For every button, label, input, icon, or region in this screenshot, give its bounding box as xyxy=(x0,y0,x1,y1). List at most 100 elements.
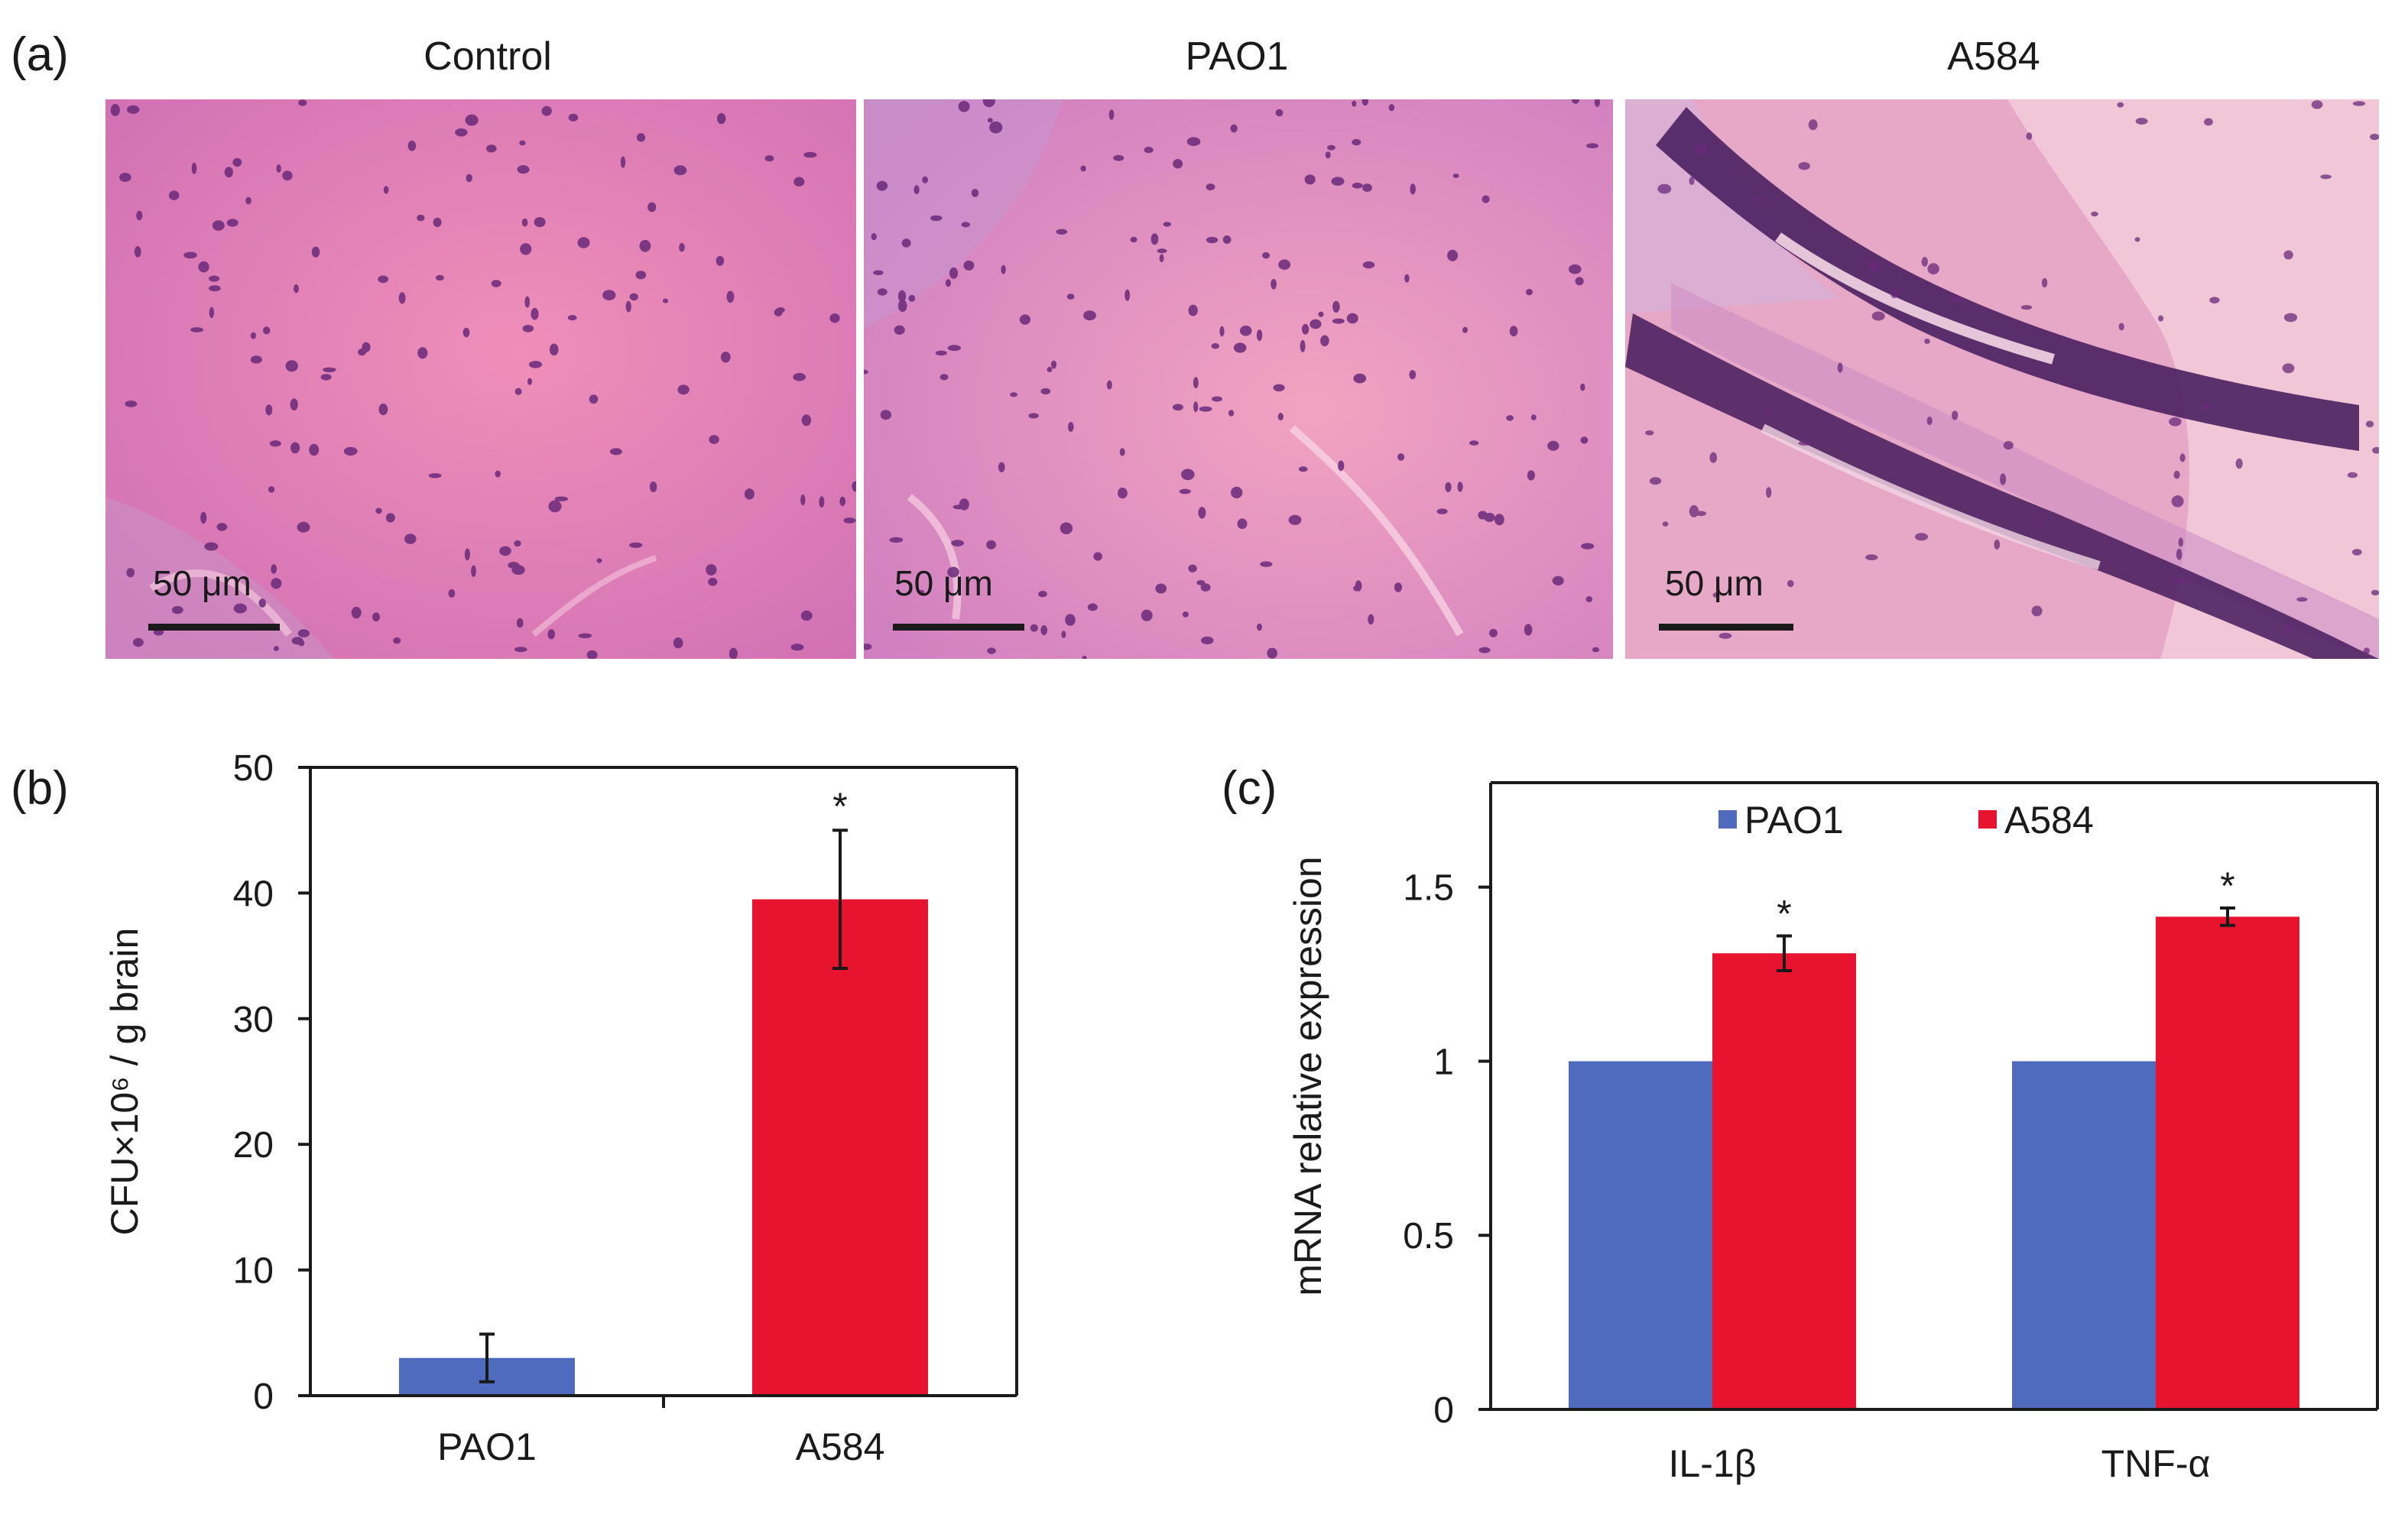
cell-nucleus xyxy=(1530,414,1537,420)
cell-nucleus xyxy=(673,165,687,176)
cell-nucleus xyxy=(609,448,622,456)
cell-nucleus xyxy=(1030,624,1038,632)
cell-nucleus xyxy=(1273,384,1285,392)
cell-nucleus xyxy=(250,355,262,364)
cell-nucleus xyxy=(2037,516,2043,527)
cell-nucleus xyxy=(127,105,140,114)
cell-nucleus xyxy=(126,568,135,578)
cell-nucleus xyxy=(547,629,555,640)
cell-nucleus xyxy=(1080,165,1086,172)
chart-b-ytick-label: 40 xyxy=(233,874,274,914)
cell-nucleus xyxy=(1388,104,1395,112)
cell-nucleus xyxy=(635,271,647,280)
cell-nucleus xyxy=(800,495,806,506)
cell-nucleus xyxy=(1709,452,1718,463)
chart-c-ylabel: mRNA relative expression xyxy=(1287,856,1329,1296)
cell-nucleus xyxy=(1228,410,1235,417)
cell-nucleus xyxy=(258,598,266,608)
chart-b-ylabel: CFU×10⁶ / g brain xyxy=(103,928,146,1236)
cell-nucleus xyxy=(417,347,428,359)
scale-bar-a584 xyxy=(1659,624,1793,631)
cell-nucleus xyxy=(1155,583,1167,594)
cell-nucleus xyxy=(1038,591,1047,598)
cell-nucleus xyxy=(209,306,214,319)
cell-nucleus xyxy=(1327,144,1335,151)
cell-nucleus xyxy=(1186,137,1201,146)
cell-nucleus xyxy=(110,104,120,116)
cell-nucleus xyxy=(1362,261,1375,269)
cell-nucleus xyxy=(290,442,300,454)
cell-nucleus xyxy=(2296,597,2308,602)
cell-nucleus xyxy=(1481,195,1490,203)
cell-nucleus xyxy=(2135,118,2148,125)
cell-nucleus xyxy=(1332,300,1340,313)
cell-nucleus xyxy=(1130,236,1137,243)
chart-c-xtick-label: IL-1β xyxy=(1669,1442,1757,1485)
micrograph-a584-image xyxy=(1625,99,2379,659)
cell-nucleus xyxy=(1206,236,1219,244)
cell-nucleus xyxy=(245,196,252,205)
cell-nucleus xyxy=(508,562,520,569)
cell-nucleus xyxy=(1144,147,1154,154)
cell-nucleus xyxy=(1787,579,1794,588)
chart-b-xtick-label: A584 xyxy=(796,1425,885,1468)
panel-b-label: (b) xyxy=(11,762,69,815)
cell-nucleus xyxy=(1181,469,1195,481)
cell-nucleus xyxy=(1798,441,1812,446)
cell-nucleus xyxy=(864,369,868,375)
cell-nucleus xyxy=(947,345,961,352)
cell-nucleus xyxy=(1106,380,1112,390)
cell-nucleus xyxy=(1047,366,1053,373)
cell-nucleus xyxy=(1808,119,1818,131)
cell-nucleus xyxy=(1869,259,1880,272)
cell-nucleus xyxy=(1694,144,1708,155)
cell-nucleus xyxy=(930,215,943,222)
cell-nucleus xyxy=(499,546,511,556)
cell-nucleus xyxy=(901,238,911,248)
cell-nucleus xyxy=(1193,377,1199,389)
cell-nucleus xyxy=(790,644,804,651)
micrograph-pao1-image xyxy=(864,99,1613,659)
cell-nucleus xyxy=(1211,396,1223,402)
cell-nucleus xyxy=(1196,580,1206,585)
cell-nucleus xyxy=(679,242,685,252)
cell-nucleus xyxy=(520,243,532,255)
cell-nucleus xyxy=(1124,289,1131,301)
cell-nucleus xyxy=(1065,614,1076,626)
cell-nucleus xyxy=(462,327,470,338)
cell-nucleus xyxy=(1066,293,1075,300)
cell-nucleus xyxy=(378,404,388,416)
cell-nucleus xyxy=(2282,363,2295,374)
cell-nucleus xyxy=(262,326,271,335)
cell-nucleus xyxy=(1230,124,1238,133)
cell-nucleus xyxy=(1222,235,1232,244)
cell-nucleus xyxy=(1494,514,1504,526)
cell-nucleus xyxy=(273,646,279,651)
cell-nucleus xyxy=(119,173,131,182)
cell-nucleus xyxy=(136,210,143,221)
cell-nucleus xyxy=(2117,102,2124,108)
cell-nucleus xyxy=(963,260,975,271)
cell-nucleus xyxy=(2003,441,2014,450)
cell-nucleus xyxy=(2178,537,2183,547)
chart-c: 0 0.5 1 1.5 IL-1β TNF-α * * PAO1 A584 mRNA rela… xyxy=(1287,781,2379,1485)
chart-b-ytick-label: 10 xyxy=(233,1251,274,1292)
cell-nucleus xyxy=(1592,647,1600,653)
cell-nucleus xyxy=(1257,623,1262,631)
cell-nucleus xyxy=(1231,486,1243,498)
cell-nucleus xyxy=(297,521,310,533)
cell-nucleus xyxy=(2352,101,2366,106)
cell-nucleus xyxy=(1201,636,1214,645)
cell-nucleus xyxy=(987,647,996,654)
cell-nucleus xyxy=(1527,470,1535,481)
cell-nucleus xyxy=(1001,264,1006,274)
cell-nucleus xyxy=(2026,132,2033,140)
cell-nucleus xyxy=(729,647,738,659)
cell-nucleus xyxy=(2204,118,2213,126)
chart-c-significance-mark: * xyxy=(2220,864,2234,907)
cell-nucleus xyxy=(514,647,527,653)
cell-nucleus xyxy=(1765,407,1772,413)
cell-nucleus xyxy=(1410,183,1416,195)
cell-nucleus xyxy=(1924,339,1930,344)
cell-nucleus xyxy=(1093,552,1102,561)
